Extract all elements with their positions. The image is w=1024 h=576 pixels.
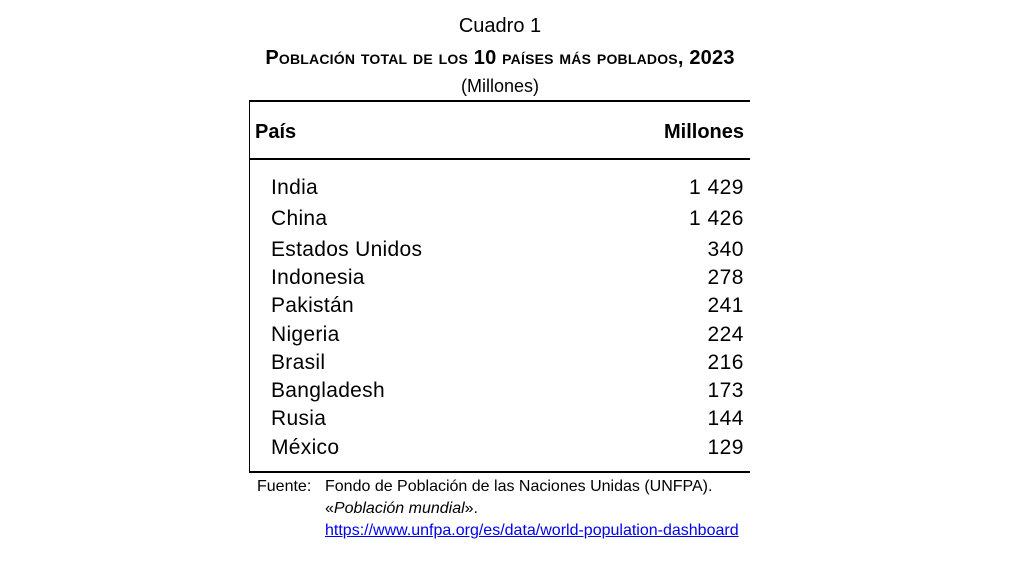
source-link[interactable]: https://www.unfpa.org/es/data/world-popu… — [325, 522, 739, 539]
value-cell: 216 — [707, 351, 744, 374]
country-cell: Nigeria — [271, 323, 340, 346]
table-row: China 1 426 — [249, 205, 750, 233]
value-cell: 278 — [707, 266, 744, 289]
table-row: Indonesia 278 — [249, 264, 750, 292]
left-border — [249, 100, 250, 473]
country-cell: India — [271, 176, 319, 199]
value-cell: 340 — [707, 238, 744, 261]
table-caption: Cuadro 1 — [458, 15, 542, 37]
table-row: México 129 — [249, 434, 750, 462]
table-row: India 1 429 — [249, 174, 750, 202]
source-org: Fondo de Población de las Naciones Unida… — [325, 478, 713, 517]
top-rule — [249, 100, 750, 102]
source-title: Población mundial — [333, 500, 465, 517]
value-cell: 129 — [707, 436, 744, 459]
country-cell: Bangladesh — [271, 379, 385, 402]
table-title: Población total de los 10 países más pob… — [265, 47, 735, 69]
table-row: Bangladesh 173 — [249, 377, 750, 405]
value-cell: 173 — [707, 379, 744, 402]
country-cell: Pakistán — [271, 294, 354, 317]
value-cell: 241 — [707, 294, 744, 317]
source-after: ». — [464, 500, 478, 517]
value-cell: 224 — [707, 323, 744, 346]
source-text: Fondo de Población de las Naciones Unida… — [325, 476, 755, 542]
value-cell: 144 — [707, 407, 744, 430]
country-cell: Rusia — [271, 407, 327, 430]
units-label: (Millones) — [460, 76, 539, 96]
value-cell: 1 429 — [688, 176, 744, 199]
country-cell: Indonesia — [271, 266, 365, 289]
table-row: Pakistán 241 — [249, 292, 750, 320]
table-row: Estados Unidos 340 — [249, 236, 750, 264]
header-country: País — [255, 121, 297, 143]
country-cell: Estados Unidos — [271, 238, 423, 261]
table-row: Rusia 144 — [249, 405, 750, 433]
value-cell: 1 426 — [688, 207, 744, 230]
header-rule — [249, 158, 750, 160]
table-row: Nigeria 224 — [249, 321, 750, 349]
population-table: País Millones India 1 429 China 1 426 Estado… — [249, 100, 750, 473]
country-cell: México — [271, 436, 340, 459]
country-cell: China — [271, 207, 328, 230]
country-cell: Brasil — [271, 351, 326, 374]
bottom-rule — [249, 471, 750, 473]
header-value: Millones — [663, 121, 744, 143]
table-row: Brasil 216 — [249, 349, 750, 377]
source-label: Fuente: — [257, 478, 312, 495]
